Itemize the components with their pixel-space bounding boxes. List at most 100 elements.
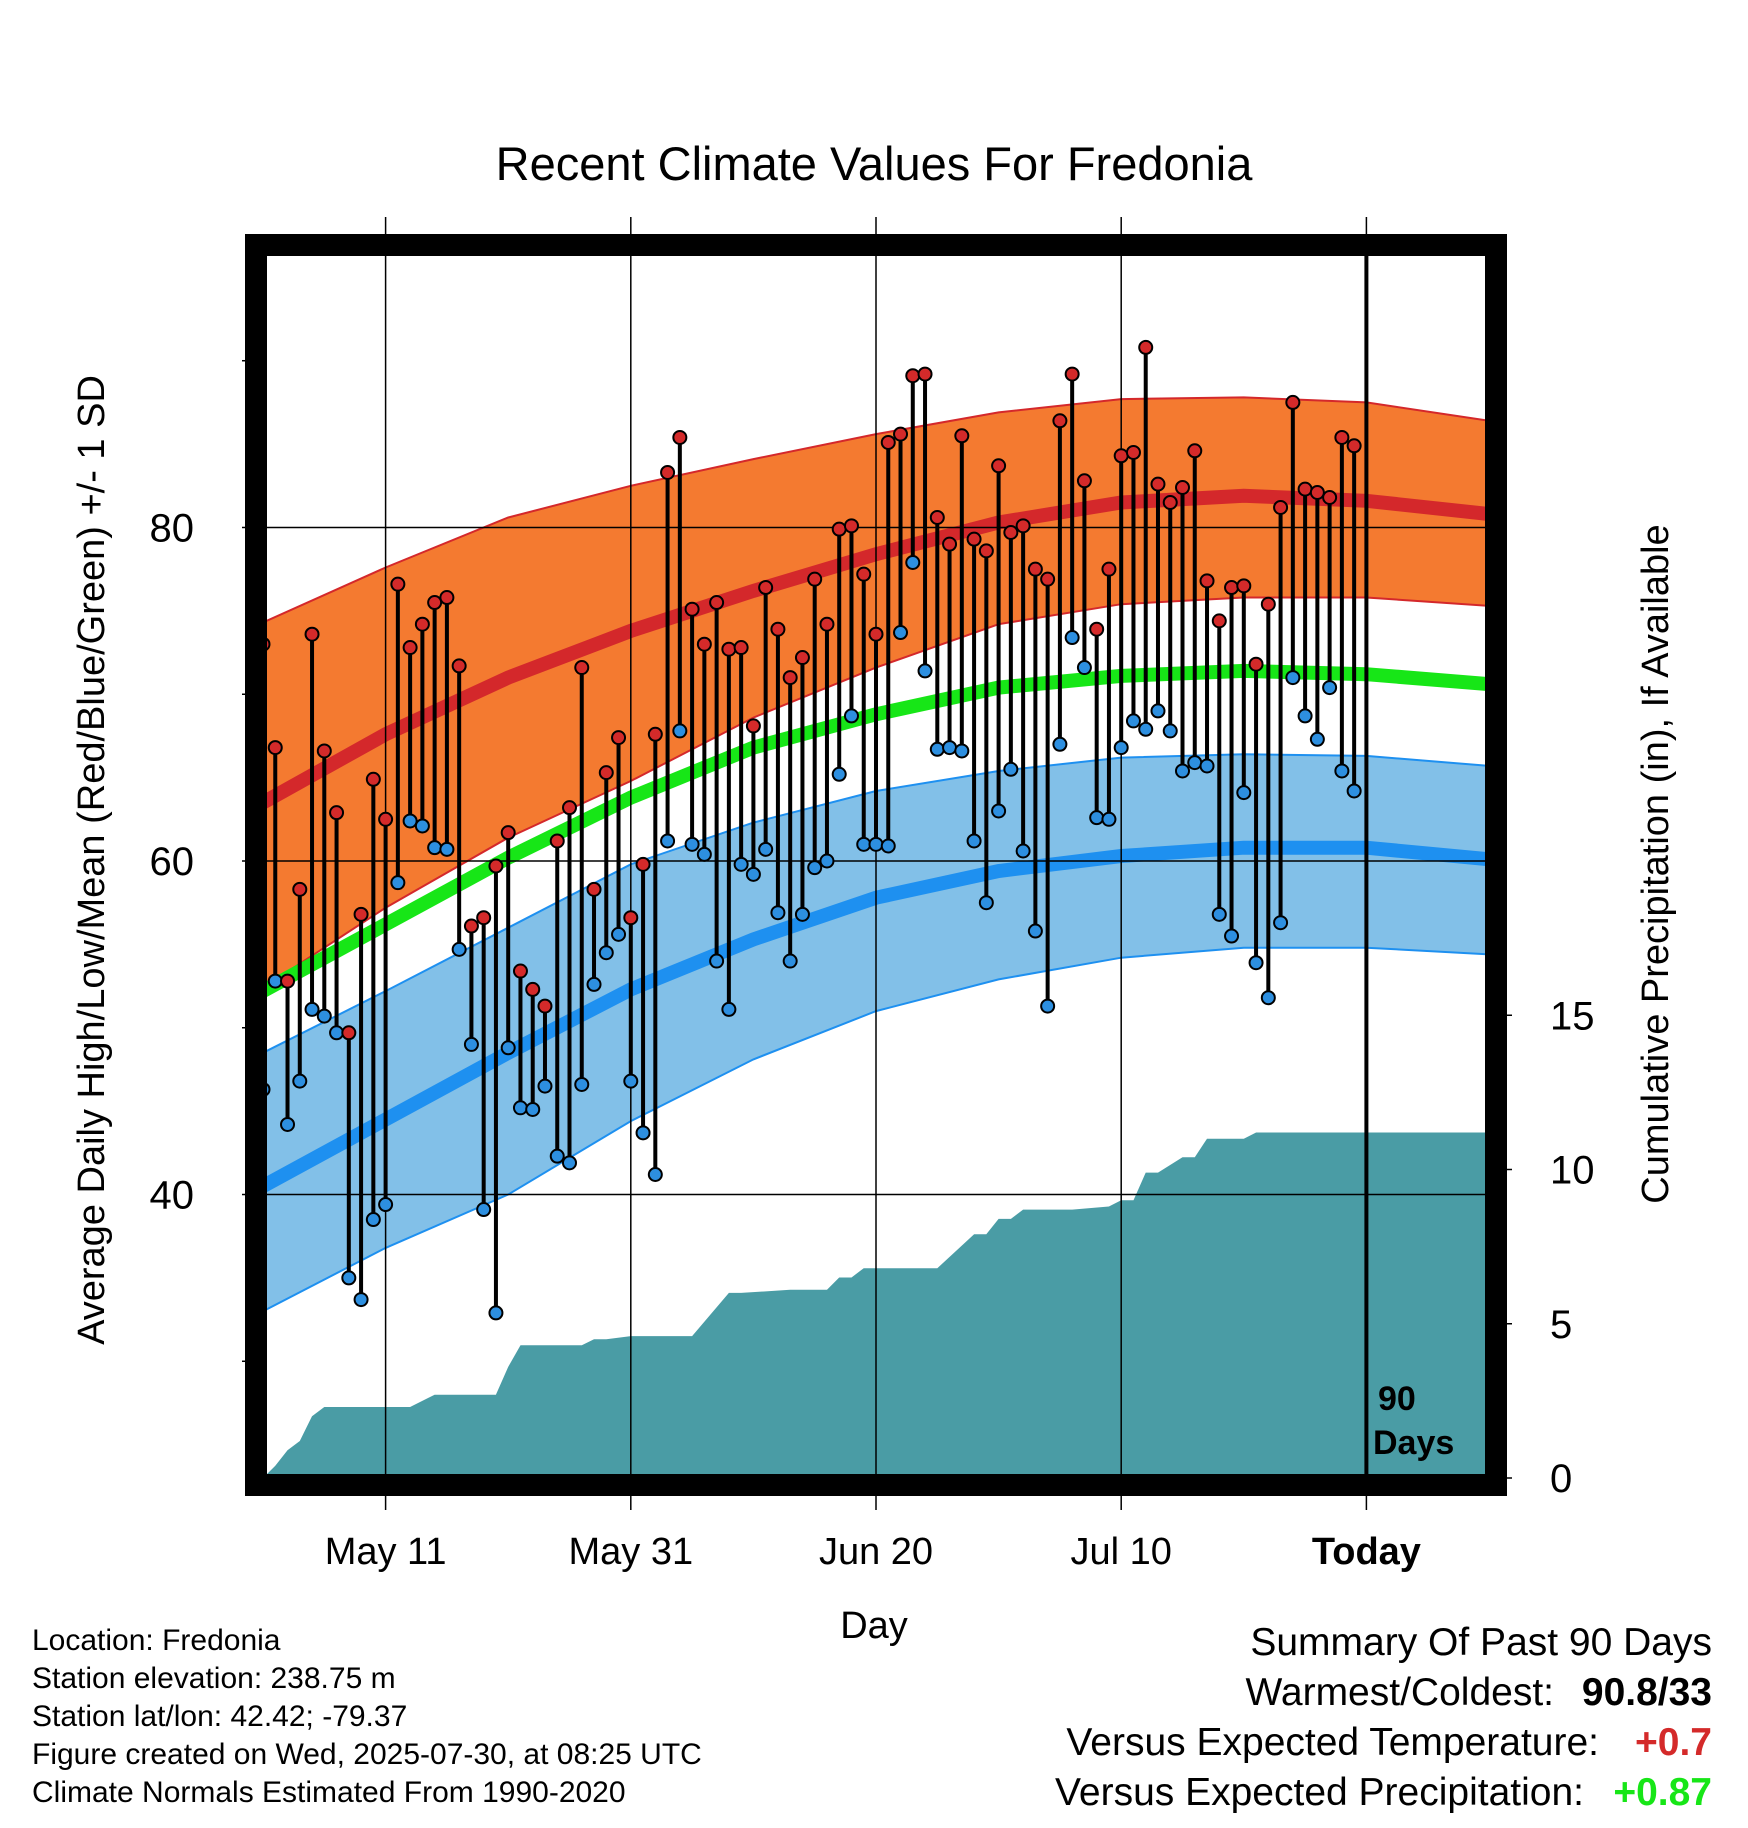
y2-tick-label: 5 — [1550, 1303, 1572, 1347]
daily-low-point — [365, 1212, 381, 1228]
daily-high-point — [635, 856, 651, 872]
daily-low-point — [942, 740, 958, 756]
daily-low-point — [414, 818, 430, 834]
daily-high-point — [672, 429, 688, 445]
summary-panel: Summary Of Past 90 Days Warmest/Coldest:… — [1055, 1618, 1712, 1818]
x-tick-label: Jul 10 — [1070, 1531, 1171, 1573]
daily-high-point — [537, 998, 553, 1014]
daily-low-point — [856, 836, 872, 852]
daily-low-point — [1138, 721, 1154, 737]
latlon-text: Station lat/lon: 42.42; -79.37 — [32, 1700, 408, 1733]
daily-low-point — [292, 1073, 308, 1089]
daily-high-point — [843, 518, 859, 534]
daily-low-point — [745, 866, 761, 882]
daily-high-point — [329, 805, 345, 821]
today-window-label-line1: 90 — [1378, 1380, 1416, 1418]
daily-low-point — [721, 1001, 737, 1017]
daily-high-point — [721, 641, 737, 657]
y2-tick-label: 15 — [1550, 994, 1595, 1038]
y-tick-label: 60 — [150, 840, 195, 884]
daily-low-point — [807, 860, 823, 876]
x-tick-label: May 31 — [568, 1531, 693, 1573]
daily-low-point — [1236, 785, 1252, 801]
daily-high-point — [267, 740, 283, 756]
daily-high-point — [1322, 489, 1338, 505]
daily-low-point — [1273, 915, 1289, 931]
daily-high-point — [1285, 394, 1301, 410]
temp-departure-row: Versus Expected Temperature: +0.7 — [1055, 1718, 1712, 1768]
daily-high-point — [770, 621, 786, 637]
daily-high-point — [819, 616, 835, 632]
daily-low-point — [341, 1270, 357, 1286]
precip-departure-label: Versus Expected Precipitation: — [1055, 1771, 1584, 1814]
daily-high-point — [745, 718, 761, 734]
daily-low-point — [1211, 906, 1227, 922]
daily-high-point — [611, 730, 627, 746]
daily-low-point — [733, 856, 749, 872]
warmest-coldest-row: Warmest/Coldest: 90.8/33 — [1055, 1668, 1712, 1718]
daily-high-point — [1113, 448, 1129, 464]
daily-high-point — [660, 464, 676, 480]
daily-high-point — [427, 595, 443, 611]
daily-low-point — [880, 838, 896, 854]
daily-low-point — [1260, 990, 1276, 1006]
daily-high-point — [1040, 571, 1056, 587]
daily-high-point — [1015, 518, 1031, 534]
daily-high-point — [733, 640, 749, 656]
daily-high-point — [917, 366, 933, 382]
daily-high-point — [794, 650, 810, 666]
summary-heading: Summary Of Past 90 Days — [1250, 1621, 1712, 1664]
daily-low-point — [402, 813, 418, 829]
daily-low-point — [991, 803, 1007, 819]
daily-low-point — [782, 953, 798, 969]
y-tick-label: 80 — [150, 506, 195, 550]
x-tick-label: Today — [1312, 1531, 1421, 1573]
plot-frame — [245, 234, 1507, 1496]
x-axis-label: Day — [840, 1605, 908, 1647]
daily-high-point — [1076, 473, 1092, 489]
daily-high-point — [292, 881, 308, 897]
daily-low-point — [1322, 680, 1338, 696]
daily-high-point — [880, 434, 896, 450]
daily-low-point — [500, 1040, 516, 1056]
daily-high-point — [488, 858, 504, 874]
daily-low-point — [893, 625, 909, 641]
daily-high-point — [684, 601, 700, 617]
daily-low-point — [647, 1167, 663, 1183]
daily-high-point — [623, 910, 639, 926]
y2-axis-label: Cumulative Precipitation (in), If Availa… — [1635, 524, 1677, 1203]
daily-high-point — [439, 590, 455, 606]
daily-low-point — [1285, 670, 1301, 686]
daily-high-point — [1064, 366, 1080, 382]
daily-high-point — [893, 426, 909, 442]
daily-high-point — [1101, 561, 1117, 577]
daily-low-point — [966, 833, 982, 849]
daily-low-point — [451, 941, 467, 957]
daily-high-point — [574, 660, 590, 676]
y-axis-label: Average Daily High/Low/Mean (Red/Blue/Gr… — [71, 375, 113, 1345]
daily-high-point — [1003, 524, 1019, 540]
daily-low-point — [512, 1100, 528, 1116]
daily-low-point — [1089, 810, 1105, 826]
daily-low-point — [1064, 630, 1080, 646]
daily-high-point — [1162, 494, 1178, 510]
daily-low-point — [598, 945, 614, 961]
daily-high-point — [1138, 339, 1154, 355]
daily-low-point — [390, 875, 406, 891]
daily-high-point — [929, 509, 945, 525]
daily-high-point — [586, 881, 602, 897]
daily-high-point — [1224, 580, 1240, 596]
daily-low-point — [929, 741, 945, 757]
daily-high-point — [831, 521, 847, 537]
daily-low-point — [770, 905, 786, 921]
temp-departure-value: +0.7 — [1635, 1721, 1712, 1764]
daily-low-point — [525, 1101, 541, 1117]
daily-high-point — [991, 458, 1007, 474]
daily-high-point — [525, 981, 541, 997]
daily-low-point — [1248, 955, 1264, 971]
daily-low-point — [1199, 758, 1215, 774]
daily-low-point — [1187, 755, 1203, 771]
daily-high-point — [647, 726, 663, 742]
y-tick-label: 40 — [150, 1174, 195, 1218]
daily-low-point — [1052, 736, 1068, 752]
